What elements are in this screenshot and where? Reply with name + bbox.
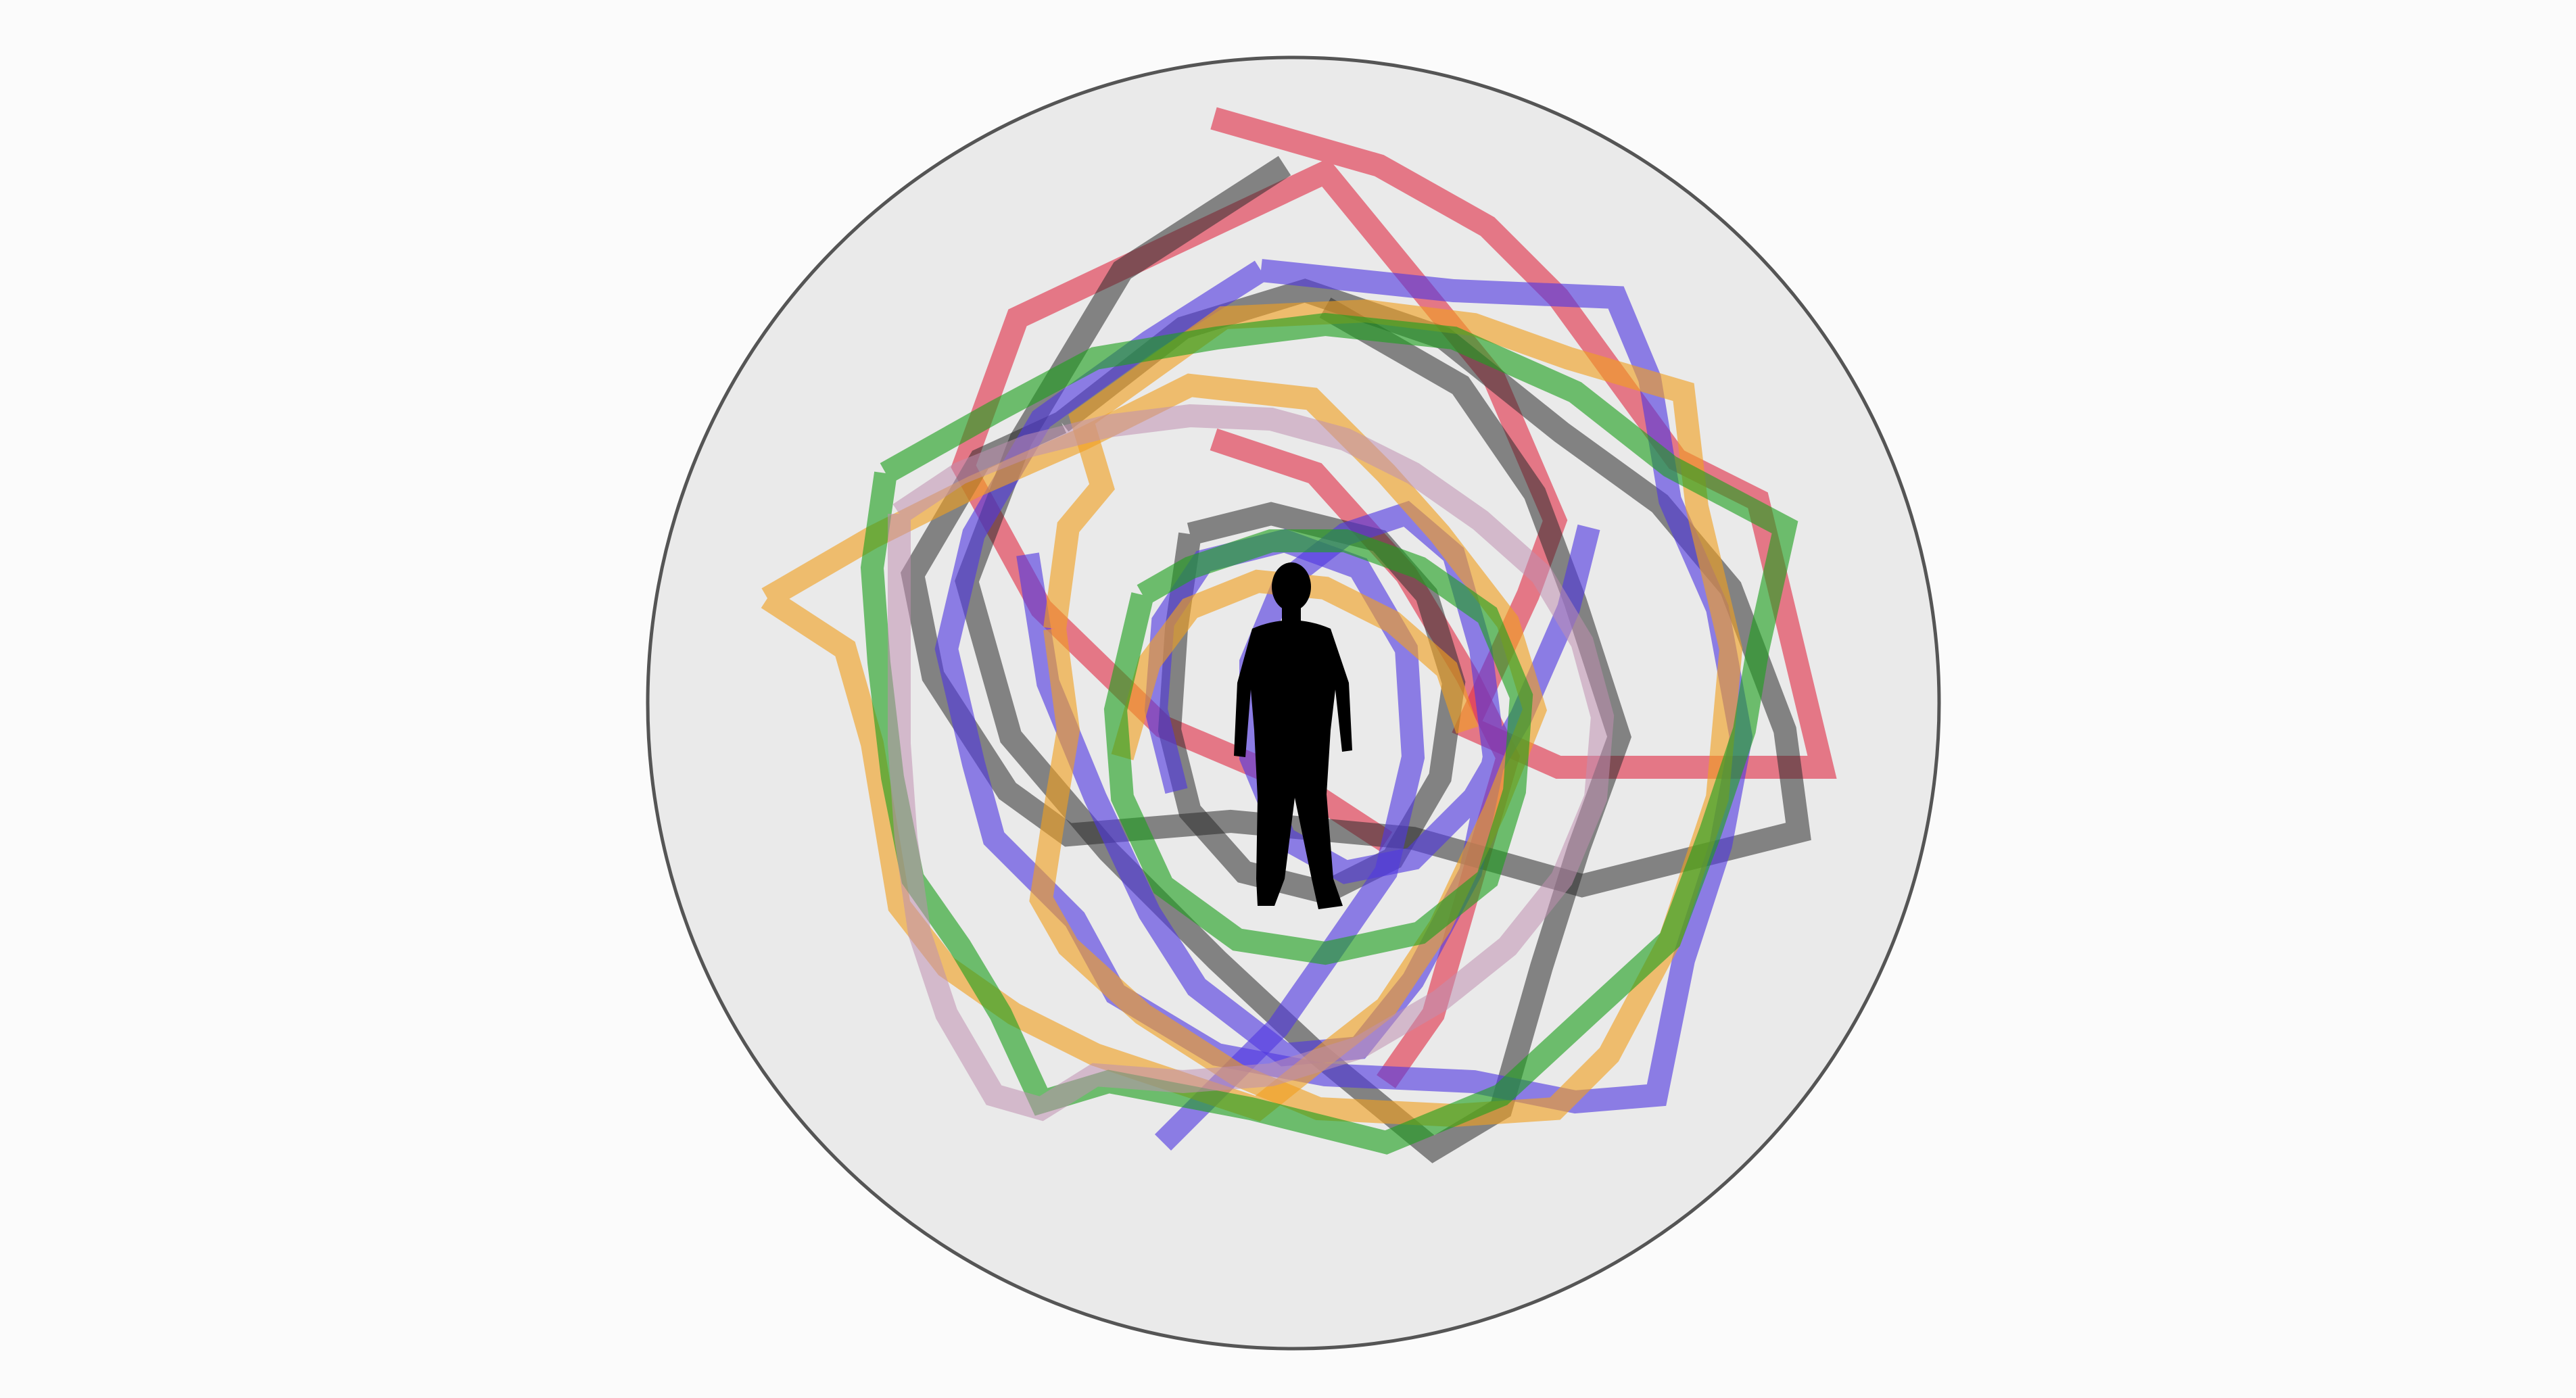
polygon-rings xyxy=(761,107,1837,1163)
person-silhouette-icon xyxy=(1234,562,1352,909)
pink-ring-1 xyxy=(888,404,1615,1122)
green-ring-2 xyxy=(1103,529,1533,965)
